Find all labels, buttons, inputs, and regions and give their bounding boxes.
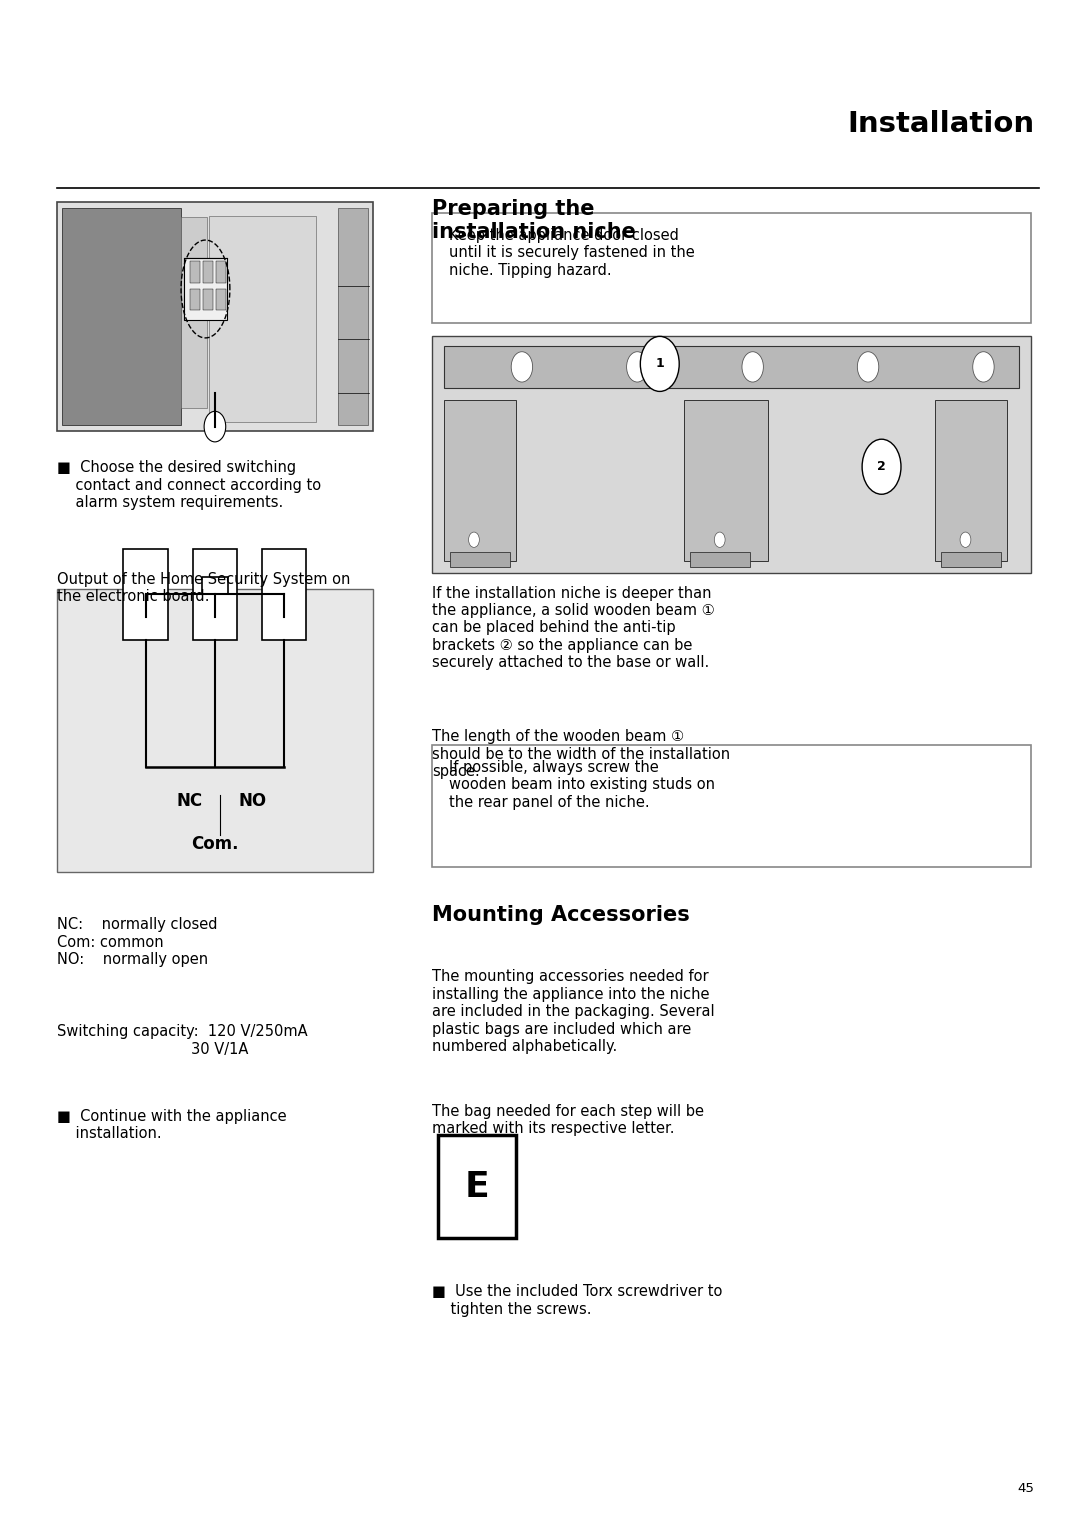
Bar	[193, 549, 237, 639]
Circle shape	[862, 439, 901, 494]
Bar	[203, 261, 213, 283]
Circle shape	[973, 352, 995, 382]
Bar	[123, 549, 167, 639]
Text: ■  Continue with the appliance
    installation.: ■ Continue with the appliance installati…	[57, 1109, 287, 1141]
Text: Switching capacity:  120 V/250mA
                             30 V/1A: Switching capacity: 120 V/250mA 30 V/1A	[57, 1024, 308, 1057]
Text: 1: 1	[656, 358, 664, 370]
Bar	[444, 346, 1020, 388]
Bar	[57, 589, 373, 872]
Circle shape	[640, 336, 679, 391]
Text: If the installation niche is deeper than
the appliance, a solid wooden beam ①
ca: If the installation niche is deeper than…	[432, 586, 715, 670]
Text: Keep the appliance door closed
until it is securely fastened in the
niche. Tippi: Keep the appliance door closed until it …	[449, 228, 696, 278]
Circle shape	[858, 352, 879, 382]
Text: 45: 45	[1017, 1482, 1035, 1495]
Text: Com.: Com.	[191, 835, 239, 853]
Text: Preparing the
installation niche: Preparing the installation niche	[432, 199, 636, 242]
Bar	[181, 217, 206, 408]
Bar	[450, 552, 510, 567]
Bar	[216, 289, 226, 310]
Text: NC:    normally closed
Com: common
NO:    normally open: NC: normally closed Com: common NO: norm…	[57, 917, 218, 968]
Circle shape	[960, 532, 971, 547]
Circle shape	[714, 532, 725, 547]
Text: The bag needed for each step will be
marked with its respective letter.: The bag needed for each step will be mar…	[432, 1104, 704, 1136]
Bar	[432, 213, 1031, 323]
Text: The length of the wooden beam ①
should be to the width of the installation
space: The length of the wooden beam ① should b…	[432, 729, 730, 780]
Bar	[690, 552, 750, 567]
Text: E: E	[465, 1170, 489, 1203]
Bar	[432, 336, 1031, 573]
Text: 2: 2	[877, 460, 886, 474]
Bar	[57, 202, 373, 431]
Text: ■  Use the included Torx screwdriver to
    tighten the screws.: ■ Use the included Torx screwdriver to t…	[432, 1284, 723, 1316]
Text: Installation: Installation	[848, 110, 1035, 138]
Bar	[942, 552, 1001, 567]
Text: Mounting Accessories: Mounting Accessories	[432, 905, 690, 925]
Bar	[216, 261, 226, 283]
Text: Output of the Home Security System on
the electronic board:: Output of the Home Security System on th…	[57, 572, 351, 604]
Bar	[684, 401, 768, 561]
Circle shape	[511, 352, 532, 382]
Bar	[438, 1135, 516, 1238]
Bar	[338, 208, 368, 425]
Circle shape	[204, 411, 226, 442]
Bar	[190, 261, 200, 283]
Bar	[262, 549, 307, 639]
Bar	[935, 401, 1008, 561]
Bar	[208, 216, 316, 422]
Text: If possible, always screw the
wooden beam into existing studs on
the rear panel : If possible, always screw the wooden bea…	[449, 760, 715, 810]
Bar	[432, 745, 1031, 867]
Bar	[62, 208, 181, 425]
Bar	[444, 401, 516, 561]
Bar	[203, 289, 213, 310]
Text: NO: NO	[239, 792, 267, 810]
Text: The mounting accessories needed for
installing the appliance into the niche
are : The mounting accessories needed for inst…	[432, 969, 715, 1053]
Circle shape	[469, 532, 480, 547]
Text: NC: NC	[177, 792, 203, 810]
Text: ■  Choose the desired switching
    contact and connect according to
    alarm s: ■ Choose the desired switching contact a…	[57, 460, 322, 511]
Circle shape	[742, 352, 764, 382]
Bar	[190, 289, 200, 310]
Circle shape	[626, 352, 648, 382]
Bar	[184, 258, 227, 320]
